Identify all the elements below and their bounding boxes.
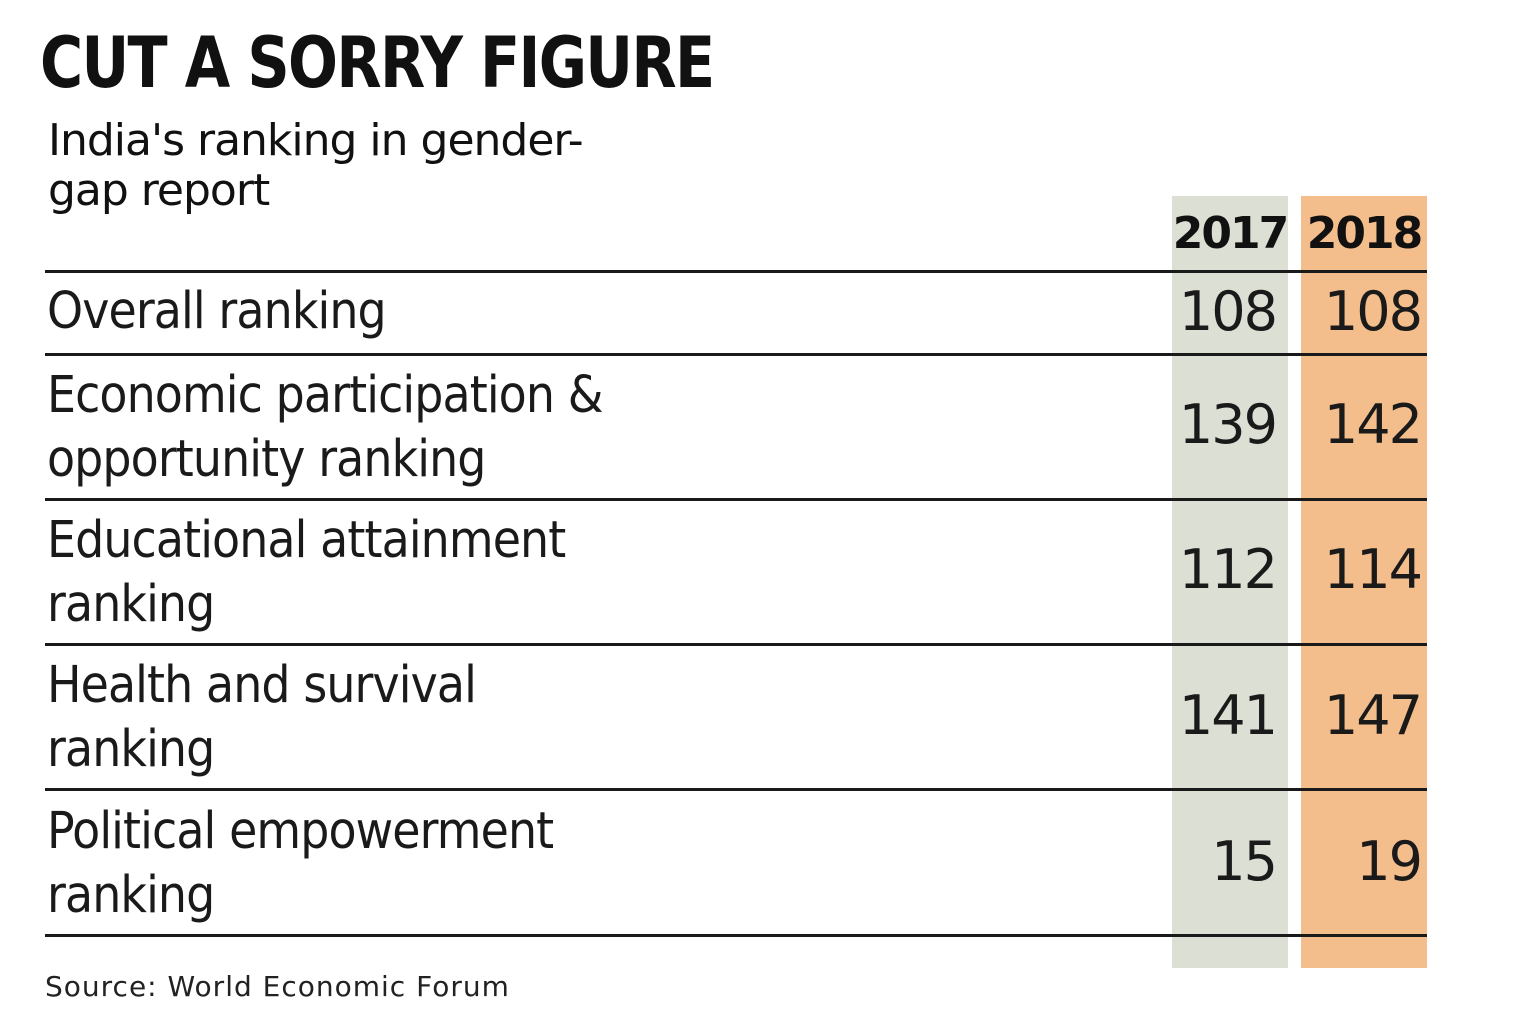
source-note: Source: World Economic Forum [45, 970, 510, 1003]
cell-health-2018: 147 [1323, 684, 1423, 747]
row-label-political: Political empowerment ranking [47, 802, 554, 925]
column-band-2018 [1301, 196, 1427, 968]
cell-political-2018: 19 [1356, 830, 1423, 893]
table-rule [45, 270, 1427, 273]
chart-subtitle: India's ranking in gender-gap report [48, 115, 584, 216]
table-rule [45, 788, 1427, 791]
table-rule [45, 934, 1427, 937]
row-label-health: Health and survival ranking [47, 656, 477, 779]
cell-economic-2017: 139 [1178, 393, 1278, 456]
cell-education-2017: 112 [1178, 538, 1278, 601]
row-label-economic: Economic participation & opportunity ran… [47, 366, 604, 489]
column-header-2018: 2018 [1306, 208, 1423, 259]
cell-health-2017: 141 [1178, 684, 1278, 747]
cell-overall-2017: 108 [1178, 280, 1278, 343]
column-header-2017: 2017 [1172, 208, 1289, 259]
table-rule [45, 353, 1427, 356]
row-label-overall: Overall ranking [47, 282, 387, 341]
table-rule [45, 498, 1427, 501]
cell-political-2017: 15 [1211, 830, 1278, 893]
chart-title: CUT A SORRY FIGURE [40, 22, 715, 104]
cell-overall-2018: 108 [1323, 280, 1423, 343]
cell-economic-2018: 142 [1323, 393, 1423, 456]
cell-education-2018: 114 [1323, 538, 1423, 601]
row-label-education: Educational attainment ranking [47, 511, 566, 634]
column-band-2017 [1172, 196, 1288, 968]
table-rule [45, 643, 1427, 646]
